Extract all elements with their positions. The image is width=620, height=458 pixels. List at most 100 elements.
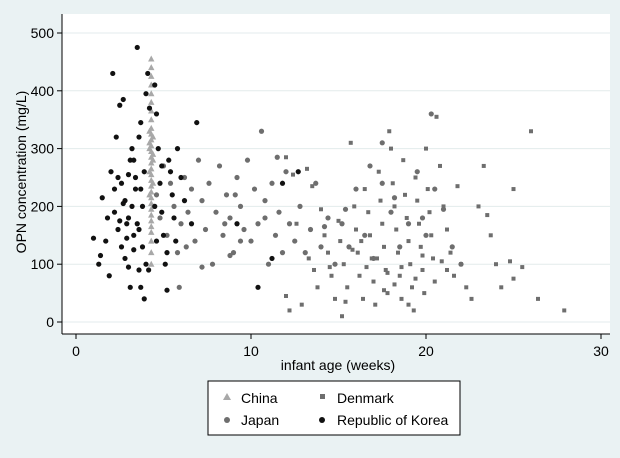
point-denmark bbox=[348, 140, 353, 145]
point-denmark bbox=[424, 146, 428, 151]
point-china bbox=[146, 168, 153, 175]
point-japan bbox=[209, 261, 216, 267]
point-japan bbox=[346, 244, 352, 250]
point-republic-of-korea bbox=[132, 186, 139, 192]
point-republic-of-korea bbox=[141, 296, 147, 302]
point-denmark bbox=[476, 204, 481, 209]
point-denmark bbox=[408, 262, 413, 267]
point-republic-of-korea bbox=[162, 261, 168, 267]
point-republic-of-korea bbox=[136, 267, 142, 273]
point-republic-of-korea bbox=[120, 96, 126, 103]
point-republic-of-korea bbox=[146, 267, 152, 273]
point-republic-of-korea bbox=[153, 238, 160, 244]
point-denmark bbox=[378, 198, 383, 203]
point-denmark bbox=[403, 192, 407, 197]
point-republic-of-korea bbox=[115, 174, 121, 181]
point-denmark bbox=[399, 296, 404, 301]
point-republic-of-korea bbox=[171, 215, 177, 221]
legend-label-japan: Japan bbox=[241, 412, 279, 428]
point-china bbox=[148, 211, 155, 218]
y-tick-label: 300 bbox=[31, 141, 55, 157]
point-denmark bbox=[488, 233, 493, 238]
point-japan bbox=[286, 221, 293, 227]
legend-item-korea: Republic of Korea bbox=[319, 412, 449, 428]
point-japan bbox=[307, 226, 314, 233]
point-denmark bbox=[312, 267, 316, 272]
point-republic-of-korea bbox=[131, 232, 137, 238]
point-japan bbox=[428, 111, 434, 117]
point-japan bbox=[202, 226, 209, 233]
point-republic-of-korea bbox=[269, 255, 275, 262]
point-denmark bbox=[354, 227, 358, 232]
point-republic-of-korea bbox=[103, 238, 109, 244]
point-denmark bbox=[373, 302, 378, 307]
point-republic-of-korea bbox=[153, 111, 160, 117]
point-denmark bbox=[404, 215, 409, 220]
point-japan bbox=[230, 250, 237, 256]
point-denmark bbox=[429, 233, 434, 238]
point-japan bbox=[332, 261, 338, 267]
legend-item-china: China bbox=[223, 390, 278, 406]
point-denmark bbox=[319, 207, 323, 212]
point-republic-of-korea bbox=[90, 235, 97, 241]
point-japan bbox=[325, 215, 331, 221]
point-denmark bbox=[329, 273, 334, 278]
point-japan bbox=[258, 128, 265, 134]
point-denmark bbox=[366, 210, 371, 215]
point-china bbox=[146, 191, 153, 198]
point-republic-of-korea bbox=[160, 232, 167, 238]
legend-box bbox=[207, 380, 461, 436]
point-japan bbox=[206, 180, 212, 186]
point-republic-of-korea bbox=[117, 102, 123, 108]
point-denmark bbox=[299, 302, 304, 307]
point-japan bbox=[339, 221, 345, 227]
point-republic-of-korea bbox=[125, 264, 132, 270]
point-denmark bbox=[448, 250, 453, 255]
point-japan bbox=[388, 209, 394, 215]
point-japan bbox=[302, 250, 308, 256]
point-japan bbox=[370, 255, 377, 262]
point-denmark bbox=[343, 299, 348, 304]
point-denmark bbox=[413, 276, 418, 281]
point-china bbox=[146, 145, 153, 152]
point-republic-of-korea bbox=[97, 252, 104, 259]
point-denmark bbox=[396, 250, 400, 255]
point-japan bbox=[251, 186, 258, 192]
point-japan bbox=[199, 264, 205, 270]
point-republic-of-korea bbox=[159, 209, 165, 215]
point-denmark bbox=[287, 308, 292, 313]
point-china bbox=[148, 223, 155, 230]
point-republic-of-korea bbox=[118, 244, 125, 250]
point-japan bbox=[171, 203, 177, 209]
point-china bbox=[148, 107, 155, 114]
point-republic-of-korea bbox=[132, 174, 139, 181]
point-japan bbox=[342, 206, 349, 212]
point-republic-of-korea bbox=[143, 91, 149, 97]
point-japan bbox=[297, 203, 303, 209]
point-denmark bbox=[536, 296, 540, 301]
point-republic-of-korea bbox=[188, 221, 195, 227]
point-republic-of-korea bbox=[136, 134, 142, 140]
point-denmark bbox=[368, 233, 372, 238]
point-denmark bbox=[441, 204, 446, 209]
point-denmark bbox=[452, 273, 456, 278]
point-japan bbox=[157, 215, 163, 221]
point-japan bbox=[188, 186, 195, 192]
axes: 0 100 200 300 400 500 0 10 20 30 bbox=[31, 14, 610, 359]
point-japan bbox=[367, 163, 373, 169]
legend-marker-korea-circle bbox=[319, 417, 325, 423]
point-republic-of-korea bbox=[143, 261, 149, 267]
point-denmark bbox=[284, 293, 288, 298]
point-denmark bbox=[383, 267, 388, 272]
point-denmark bbox=[562, 308, 567, 313]
point-republic-of-korea bbox=[159, 163, 165, 169]
point-china bbox=[149, 179, 157, 186]
point-denmark bbox=[352, 204, 357, 209]
point-denmark bbox=[338, 239, 343, 244]
point-denmark bbox=[418, 244, 423, 249]
point-denmark bbox=[415, 198, 420, 203]
plot-area bbox=[62, 14, 610, 334]
point-republic-of-korea bbox=[194, 119, 200, 126]
point-republic-of-korea bbox=[136, 226, 142, 233]
point-republic-of-korea bbox=[141, 169, 147, 175]
